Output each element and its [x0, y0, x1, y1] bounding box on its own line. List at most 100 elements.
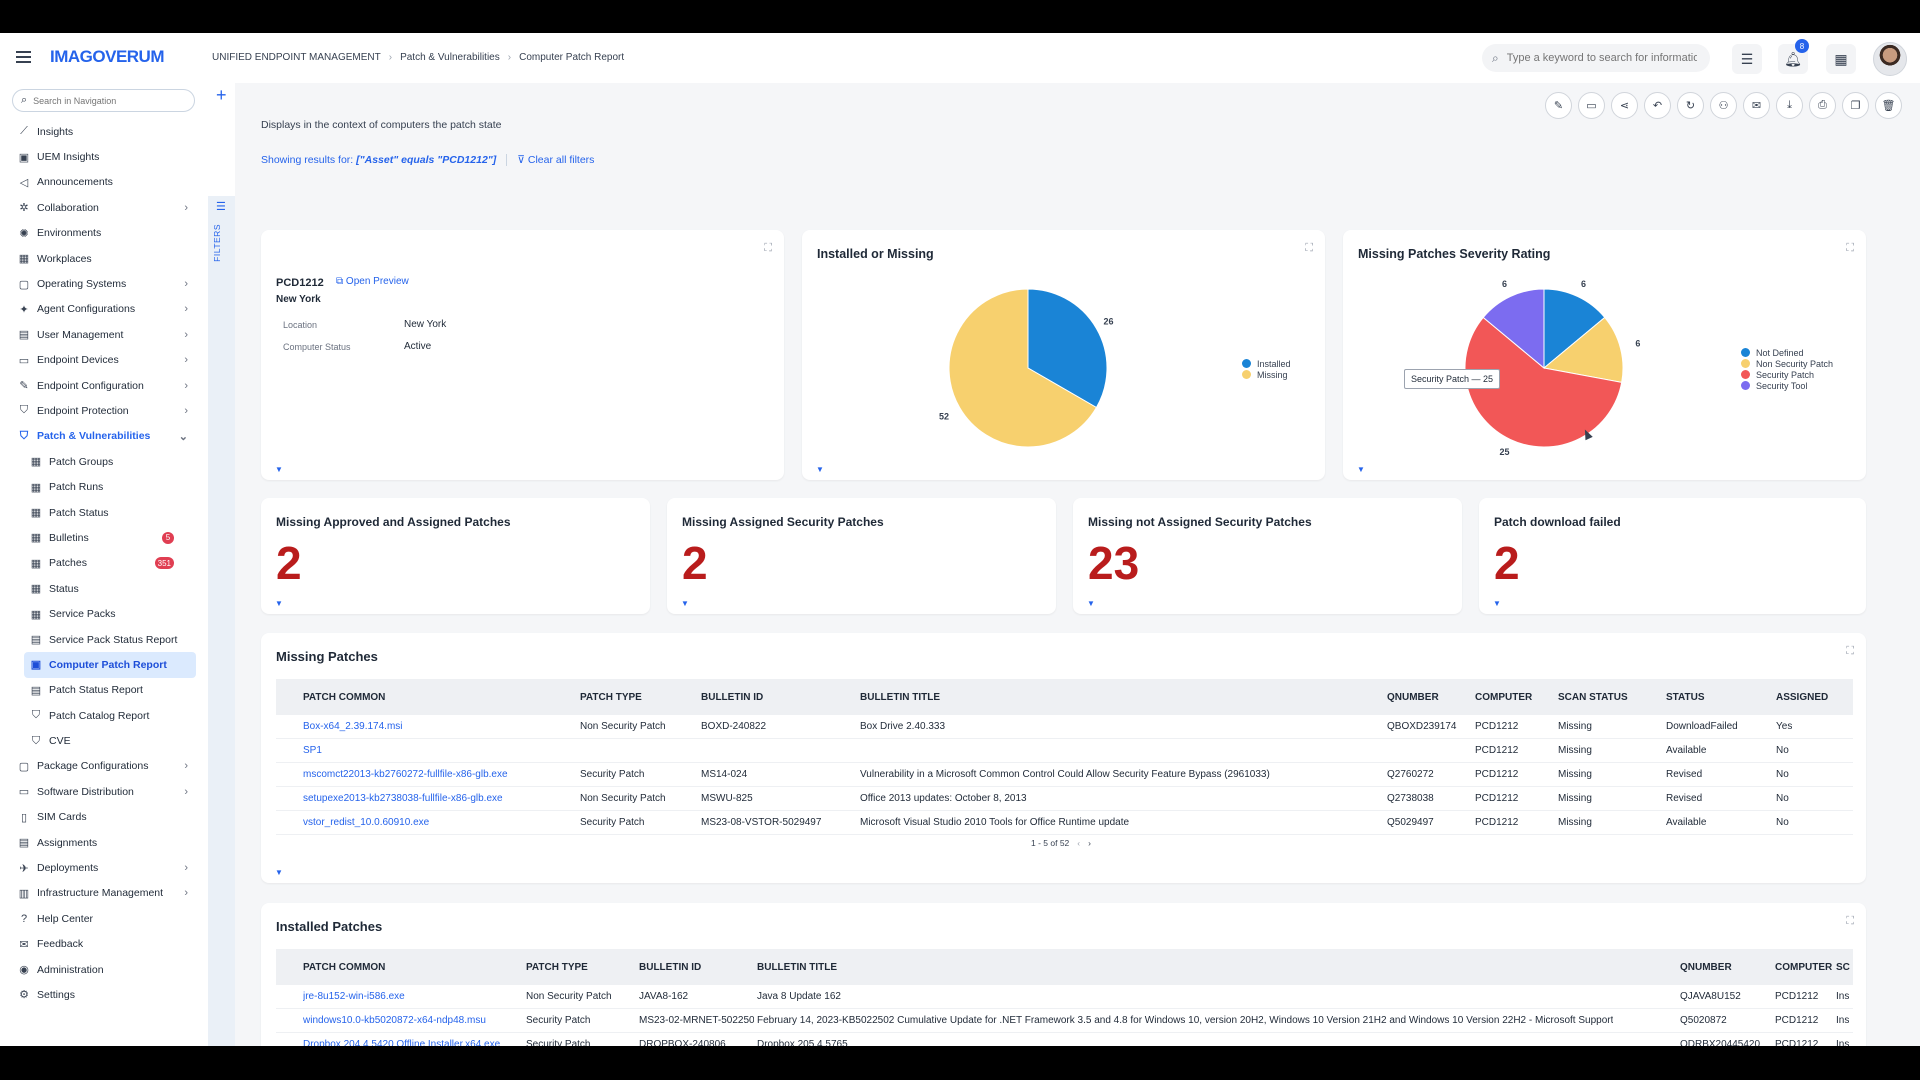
sidebar-item-patch-groups[interactable]: ▦ Patch Groups [0, 449, 208, 474]
patch-link[interactable]: mscomct22013-kb2760272-fullfile-x86-glb.… [303, 769, 508, 780]
column-header[interactable]: SC [1836, 962, 1850, 973]
breadcrumb-section[interactable]: Patch & Vulnerabilities [400, 52, 500, 63]
column-header[interactable]: BULLETIN TITLE [757, 962, 837, 973]
column-header[interactable]: PATCH COMMON [303, 692, 386, 703]
sidebar-item-endpoint-devices[interactable]: ▭ Endpoint Devices › [0, 348, 208, 373]
clear-filters-button[interactable]: ⊽ Clear all filters [517, 154, 594, 166]
chevron-right-icon[interactable]: › [1088, 838, 1091, 848]
sidebar-item-insights[interactable]: ⟋ Insights [0, 119, 208, 144]
notifications-bell-icon[interactable]: 🔔︎ 8 [1778, 39, 1809, 74]
download-icon[interactable]: ⤓ [1776, 92, 1803, 119]
sidebar-item-software-distribution[interactable]: ▭ Software Distribution › [0, 779, 208, 804]
table-row[interactable]: Box-x64_2.39.174.msi Non Security Patch BO… [276, 715, 1853, 739]
column-header[interactable]: QNUMBER [1680, 962, 1732, 973]
expand-icon[interactable]: ⛶ [1305, 242, 1313, 254]
delete-icon[interactable]: 🗑︎ [1875, 92, 1902, 119]
expand-icon[interactable]: ⛶ [764, 242, 772, 254]
chevron-right-icon[interactable]: › [184, 404, 188, 417]
card-filter-icon[interactable]: ▼ [681, 599, 689, 608]
column-header[interactable]: COMPUTER [1775, 962, 1833, 973]
chevron-right-icon[interactable]: › [184, 785, 188, 798]
sidebar-item-agent-configurations[interactable]: ✦ Agent Configurations › [0, 297, 208, 322]
card-filter-icon[interactable]: ▼ [275, 465, 283, 474]
pie-slice-installed[interactable] [1027, 288, 1108, 409]
expand-icon[interactable]: ⛶ [1846, 242, 1854, 254]
sidebar-item-deployments[interactable]: ✈ Deployments › [0, 855, 208, 880]
legend-item[interactable]: Installed [1242, 358, 1291, 369]
sidebar-item-assignments[interactable]: ▤ Assignments [0, 830, 208, 855]
sidebar-item-patch-status[interactable]: ▦ Patch Status [0, 500, 208, 525]
column-header[interactable]: PATCH COMMON [303, 962, 386, 973]
expand-icon[interactable]: ⛶ [1846, 645, 1854, 657]
apps-grid-icon[interactable]: ▦ [1826, 44, 1856, 74]
present-icon[interactable]: ▭ [1578, 92, 1605, 119]
refresh-icon[interactable]: ↻ [1677, 92, 1704, 119]
sidebar-item-settings[interactable]: ⚙ Settings [0, 982, 208, 1007]
patch-link[interactable]: Dropbox 204.4.5420 Offline Installer.x64… [303, 1039, 501, 1046]
tasks-icon[interactable]: ☰ [1732, 44, 1762, 74]
chevron-left-icon[interactable]: ‹ [1077, 838, 1081, 848]
column-header[interactable]: COMPUTER [1475, 692, 1533, 703]
sidebar-item-collaboration[interactable]: ✲ Collaboration › [0, 195, 208, 220]
sidebar-item-feedback[interactable]: ✉ Feedback [0, 932, 208, 957]
card-filter-icon[interactable]: ▼ [275, 868, 283, 877]
column-header[interactable]: PATCH TYPE [526, 962, 588, 973]
legend-item[interactable]: Security Patch [1741, 369, 1833, 380]
chevron-right-icon[interactable]: › [184, 303, 188, 316]
pie-slice-missing[interactable] [948, 288, 1098, 448]
chevron-right-icon[interactable]: › [184, 862, 188, 875]
sidebar-item-service-packs[interactable]: ▦ Service Packs [0, 601, 208, 626]
sidebar-item-patch-vulnerabilities[interactable]: ⛉ Patch & Vulnerabilities ⌄ [0, 424, 208, 449]
sidebar-item-cve[interactable]: ⛉ CVE [0, 728, 208, 753]
sidebar-item-help-center[interactable]: ? Help Center [0, 906, 208, 931]
users-icon[interactable]: ⚇ [1710, 92, 1737, 119]
table-row[interactable]: vstor_redist_10.0.60910.exe Security Patc… [276, 811, 1853, 835]
patch-link[interactable]: vstor_redist_10.0.60910.exe [303, 817, 430, 828]
print-icon[interactable]: ⎙ [1809, 92, 1836, 119]
legend-item[interactable]: Non Security Patch [1741, 358, 1833, 369]
expand-icon[interactable]: ⛶ [1846, 915, 1854, 927]
table-row[interactable]: jre-8u152-win-i586.exe Non Security Patch… [276, 985, 1853, 1009]
global-search-input[interactable] [1506, 52, 1697, 64]
mail-icon[interactable]: ✉ [1743, 92, 1770, 119]
sidebar-item-status[interactable]: ▦ Status [0, 576, 208, 601]
chevron-right-icon[interactable]: › [184, 887, 188, 900]
pie-slice-not-defined[interactable] [1543, 288, 1606, 370]
patch-link[interactable]: windows10.0-kb5020872-x64-ndp48.msu [303, 1015, 486, 1026]
pie-slice-security-tool[interactable] [1482, 288, 1545, 370]
card-filter-icon[interactable]: ▼ [275, 599, 283, 608]
breadcrumb-root[interactable]: UNIFIED ENDPOINT MANAGEMENT [212, 52, 381, 63]
edit-icon[interactable]: ✎ [1545, 92, 1572, 119]
sidebar-item-announcements[interactable]: ◁ Announcements [0, 170, 208, 195]
sidebar-item-endpoint-protection[interactable]: ⛉ Endpoint Protection › [0, 398, 208, 423]
open-preview-link[interactable]: ⧉ Open Preview [336, 276, 409, 287]
sidebar-item-patch-status-report[interactable]: ▤ Patch Status Report [0, 678, 208, 703]
column-header[interactable]: SCAN STATUS [1558, 692, 1628, 703]
sidebar-item-patch-catalog-report[interactable]: ⛉ Patch Catalog Report [0, 703, 208, 728]
card-filter-icon[interactable]: ▼ [1087, 599, 1095, 608]
card-filter-icon[interactable]: ▼ [816, 465, 824, 474]
pie-slice-security-patch[interactable] [1464, 316, 1623, 448]
sidebar-item-package-configurations[interactable]: ▢ Package Configurations › [0, 754, 208, 779]
sidebar-item-environments[interactable]: ✺ Environments [0, 221, 208, 246]
sidebar-item-endpoint-configuration[interactable]: ✎ Endpoint Configuration › [0, 373, 208, 398]
chevron-right-icon[interactable]: › [184, 760, 188, 773]
sidebar-item-uem-insights[interactable]: ▣ UEM Insights [0, 144, 208, 169]
sidebar-item-infrastructure-management[interactable]: ▥ Infrastructure Management › [0, 881, 208, 906]
nav-search-input[interactable] [33, 95, 184, 106]
table-row[interactable]: mscomct22013-kb2760272-fullfile-x86-glb.… [276, 763, 1853, 787]
sidebar-item-service-pack-status-report[interactable]: ▤ Service Pack Status Report [0, 627, 208, 652]
sidebar-item-user-management[interactable]: ▤ User Management › [0, 322, 208, 347]
chevron-down-icon[interactable]: ⌄ [178, 430, 188, 443]
chevron-right-icon[interactable]: › [184, 201, 188, 214]
chevron-right-icon[interactable]: › [184, 354, 188, 367]
chevron-right-icon[interactable]: › [184, 328, 188, 341]
hamburger-menu-icon[interactable] [16, 51, 31, 63]
add-tab-icon[interactable]: + [216, 85, 227, 105]
chevron-right-icon[interactable]: › [184, 379, 188, 392]
legend-item[interactable]: Not Defined [1741, 347, 1833, 358]
table-row[interactable]: SP1 PCD1212 Missing Available No [276, 739, 1853, 763]
sidebar-item-patch-runs[interactable]: ▦ Patch Runs [0, 474, 208, 499]
card-filter-icon[interactable]: ▼ [1357, 465, 1365, 474]
sidebar-item-sim-cards[interactable]: ▯ SIM Cards [0, 805, 208, 830]
